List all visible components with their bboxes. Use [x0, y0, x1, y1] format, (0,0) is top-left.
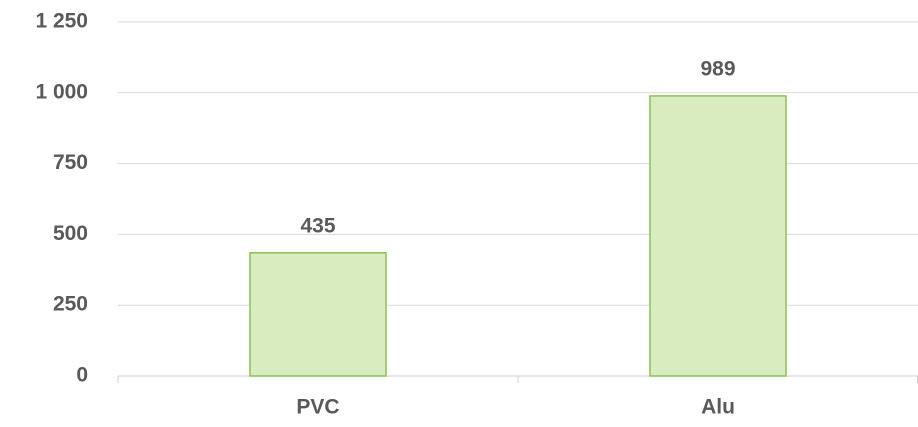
y-tick-label: 1 000: [35, 80, 88, 103]
y-tick-label: 0: [76, 364, 88, 387]
y-tick-label: 500: [53, 222, 88, 245]
data-label: 989: [700, 57, 735, 80]
y-tick-label: 1 250: [35, 10, 88, 33]
bar: [249, 252, 387, 377]
x-tick-label: Alu: [701, 396, 735, 419]
y-tick-label: 250: [53, 293, 88, 316]
x-tick-label: PVC: [296, 396, 339, 419]
bar: [649, 95, 787, 377]
data-label: 435: [300, 214, 335, 237]
y-tick-label: 750: [53, 151, 88, 174]
